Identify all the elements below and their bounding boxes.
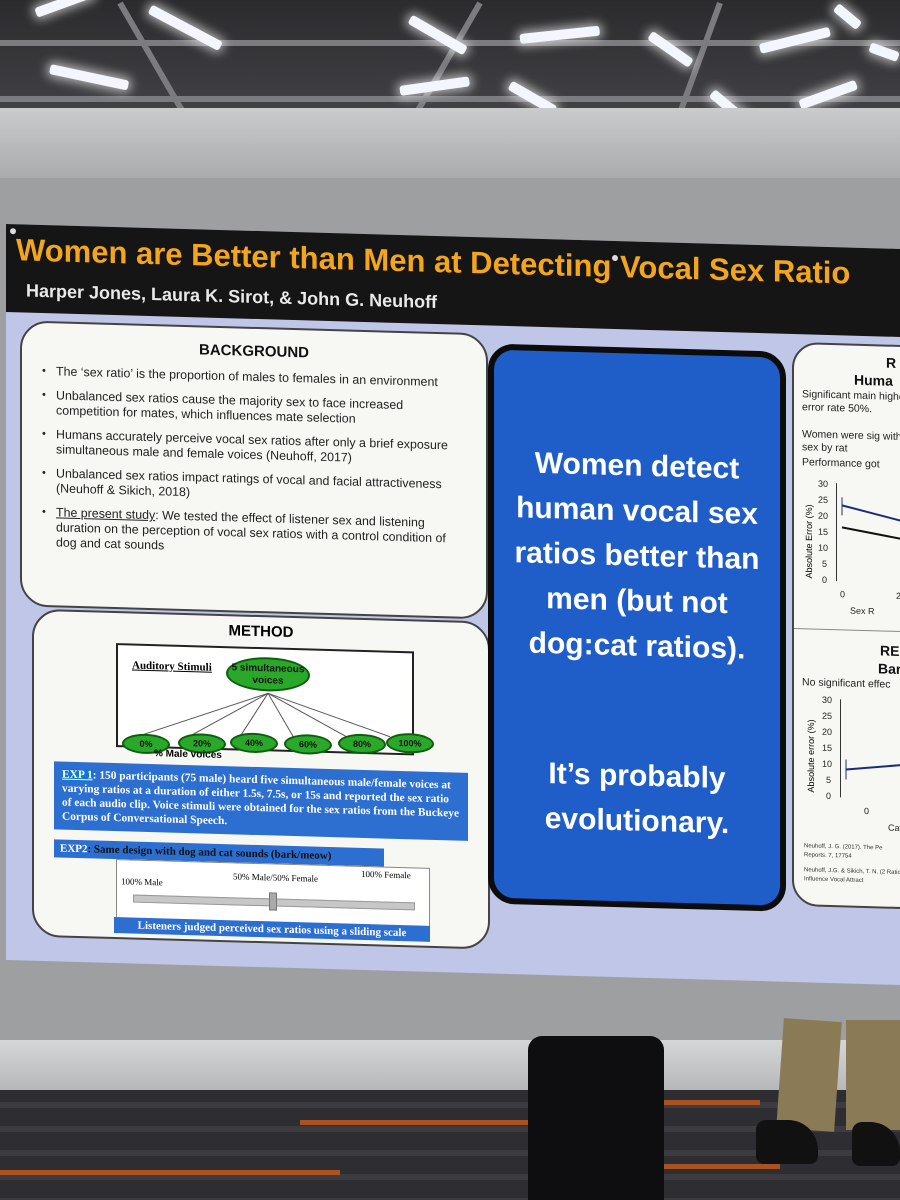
carpet-stripe bbox=[300, 1120, 560, 1125]
poster-authors: Harper Jones, Laura K. Sirot, & John G. … bbox=[26, 280, 438, 313]
ceiling-light bbox=[832, 3, 863, 31]
male-voices-label: % Male voices bbox=[154, 748, 222, 762]
background-bullet: Unbalanced sex ratios impact ratings of … bbox=[40, 466, 468, 508]
references: Neuhoff, J. G. (2017). The Pe Reports. 7… bbox=[804, 842, 900, 887]
scale-right-label: 100% Female bbox=[361, 868, 411, 881]
ceiling-light bbox=[798, 79, 859, 110]
carpet-stripe bbox=[0, 1170, 340, 1175]
scale-left-label: 100% Male bbox=[121, 876, 163, 888]
method-heading: METHOD bbox=[228, 622, 294, 642]
method-panel: METHOD Auditory Stimuli 5 simultaneous v… bbox=[32, 608, 490, 950]
exp1-text: : 150 participants (75 male) heard five … bbox=[62, 769, 460, 828]
chart1-lines bbox=[841, 497, 900, 541]
reference-item: Neuhoff, J. G. (2017). The Pe Reports. 7… bbox=[804, 843, 883, 860]
exp1-box: EXP 1: 150 participants (75 male) heard … bbox=[54, 761, 468, 841]
carpet-stripe bbox=[640, 1164, 780, 1169]
person-trouser-leg bbox=[776, 1018, 842, 1132]
background-bullet: Humans accurately perceive vocal sex rat… bbox=[40, 427, 468, 469]
results-panel: R Huma Significant main higher error rat… bbox=[792, 341, 900, 910]
pushpin bbox=[612, 254, 618, 262]
pushpin bbox=[10, 228, 16, 235]
ceiling-truss bbox=[0, 96, 900, 102]
carpet-stripe bbox=[640, 1100, 760, 1105]
present-study-label: The present study bbox=[56, 505, 156, 523]
person-shoe bbox=[756, 1120, 818, 1164]
auditory-stimuli-diagram: Auditory Stimuli 5 simultaneous voices bbox=[116, 643, 414, 756]
background-heading: BACKGROUND bbox=[199, 341, 309, 362]
person-trouser-leg bbox=[846, 1020, 900, 1130]
takeaway-main: Women detect human vocal sex ratios bett… bbox=[514, 446, 760, 666]
background-bullet: Unbalanced sex ratios cause the majority… bbox=[40, 388, 468, 430]
background-list: The ‘sex ratio’ is the proportion of mal… bbox=[40, 364, 468, 562]
research-poster: Women are Better than Men at Detecting V… bbox=[6, 224, 900, 985]
chart2-lines bbox=[845, 759, 900, 780]
background-bullet: The ‘sex ratio’ is the proportion of mal… bbox=[40, 364, 468, 391]
board-ledge bbox=[0, 1040, 900, 1090]
ceiling-light bbox=[34, 0, 95, 18]
present-study-bullet: The present study: We tested the effect … bbox=[40, 505, 468, 562]
takeaway-panel: Women detect human vocal sex ratios bett… bbox=[488, 343, 786, 912]
exp2-tag: EXP2 bbox=[60, 842, 88, 856]
person-legs bbox=[528, 1036, 664, 1200]
stimuli-tree-lines bbox=[133, 692, 391, 739]
ceiling-light bbox=[48, 64, 130, 91]
exp1-tag: EXP 1 bbox=[62, 768, 93, 782]
scale-mid-label: 50% Male/50% Female bbox=[233, 871, 318, 884]
board-frame bbox=[0, 108, 900, 178]
background-panel: BACKGROUND The ‘sex ratio’ is the propor… bbox=[20, 320, 488, 620]
slider-thumb bbox=[269, 892, 277, 911]
ceiling-light bbox=[647, 30, 694, 68]
reference-item: Neuhoff, J.G. & Sikich, T. N. (2 Ratios … bbox=[804, 867, 900, 884]
takeaway-secondary: It’s probably evolutionary. bbox=[544, 757, 730, 841]
